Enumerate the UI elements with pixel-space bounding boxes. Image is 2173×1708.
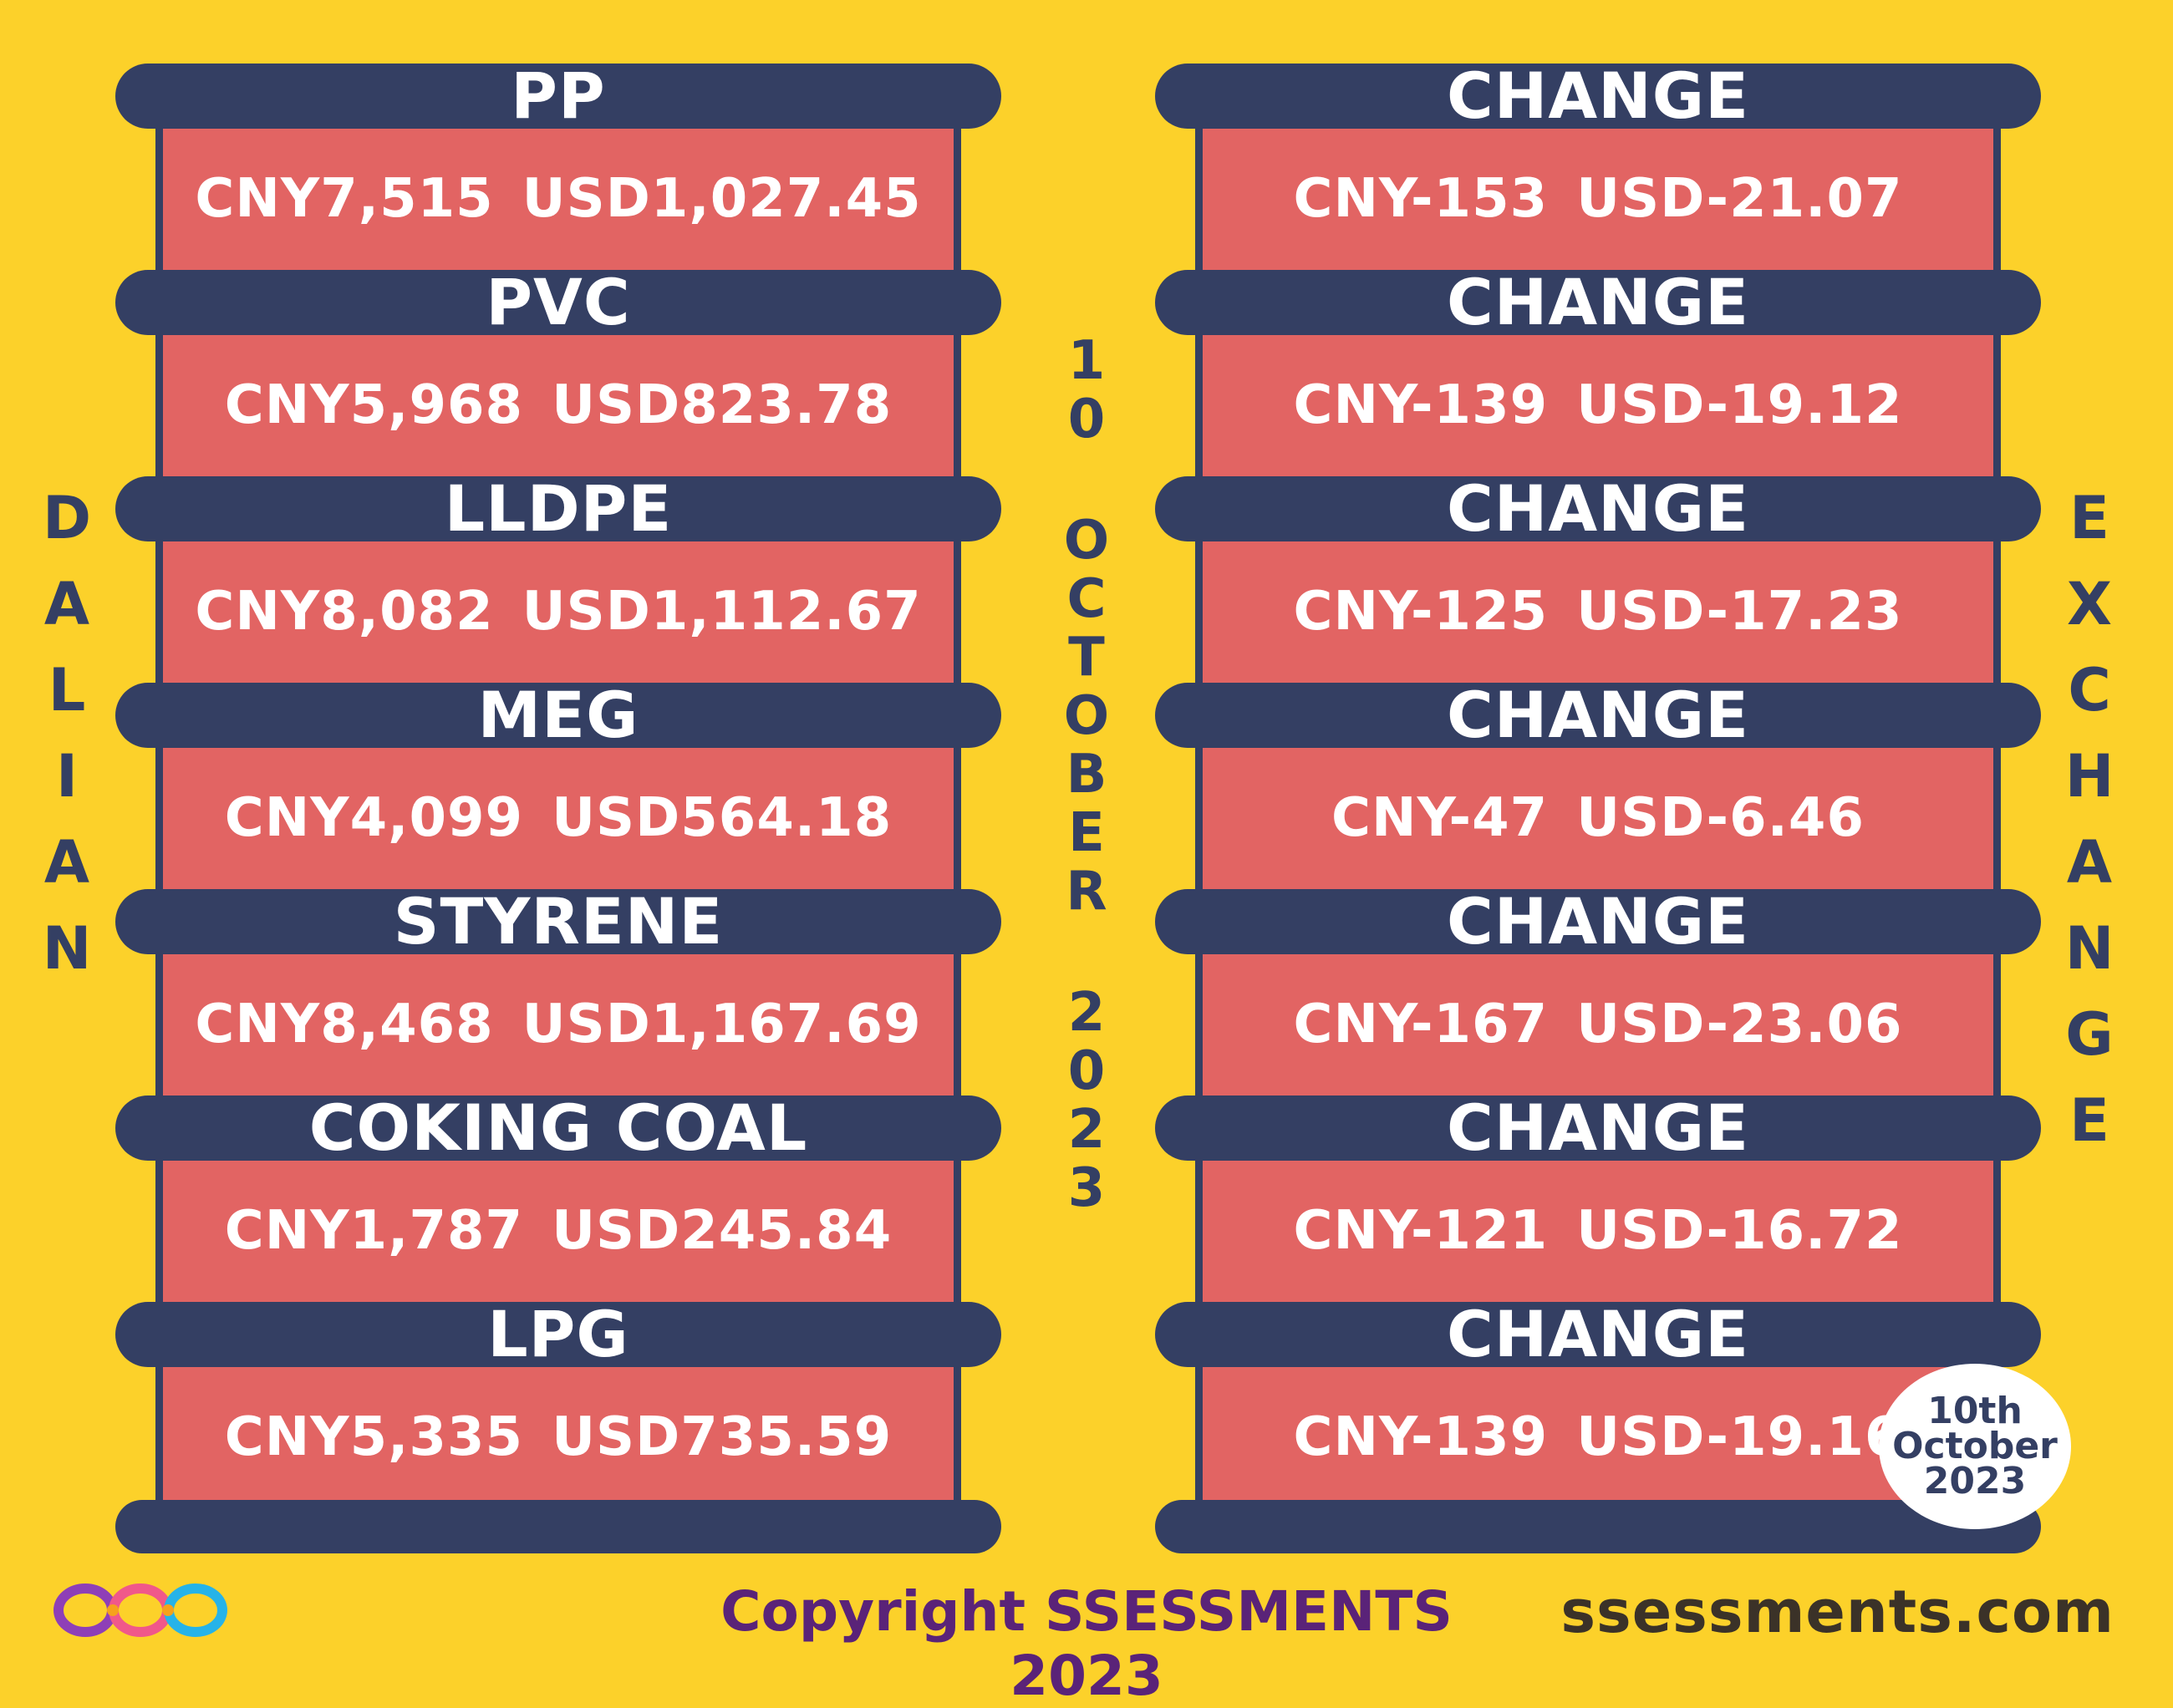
dalian-letter: L: [48, 656, 86, 724]
usd-value: USD-17.23: [1576, 580, 1903, 643]
price-panel: CNY7,515 USD1,027.45: [155, 115, 961, 282]
price-panel: CNY-47 USD-6.46: [1195, 735, 2001, 901]
price-change-stack: CNY-153 USD-21.07 CHANGE CNY-139 USD-19.12 CH…: [1155, 64, 2041, 1556]
usd-value: USD1,112.67: [522, 580, 922, 643]
date-letter: 3: [1067, 1157, 1106, 1219]
price-panel: CNY4,099 USD564.18: [155, 735, 961, 901]
exchange-letter: X: [2067, 570, 2112, 638]
cny-value: CNY8,082: [195, 580, 494, 643]
usd-value: USD-23.06: [1576, 993, 1903, 1055]
cny-value: CNY5,335: [224, 1406, 524, 1468]
cny-value: CNY8,468: [195, 993, 494, 1055]
price-panel: CNY5,335 USD735.59: [155, 1354, 961, 1520]
cny-value: CNY-139: [1293, 1406, 1549, 1468]
date-letter: R: [1066, 861, 1107, 923]
seal-month: October: [1892, 1425, 2058, 1467]
commodity-title-bar: PP: [115, 64, 1001, 129]
infinity-rings-logo: [53, 1583, 227, 1637]
commodity-title-bar: LPG: [115, 1302, 1001, 1367]
cny-value: CNY-47: [1331, 786, 1549, 849]
price-panel: CNY-121 USD-16.72: [1195, 1147, 2001, 1314]
cny-value: CNY-167: [1293, 993, 1549, 1055]
dalian-letter: D: [42, 484, 92, 552]
exchange-letter: C: [2068, 656, 2111, 724]
date-letter: O: [1063, 510, 1110, 572]
cny-value: CNY-139: [1293, 374, 1549, 436]
site-link[interactable]: ssessments.com: [1560, 1578, 2114, 1646]
date-letter: 0: [1067, 389, 1106, 450]
exchange-letter: G: [2065, 1000, 2114, 1069]
copyright-notice: Copyright SSESSMENTS 2023: [720, 1579, 1453, 1708]
price-panel: CNY1,787 USD245.84: [155, 1147, 961, 1314]
cny-value: CNY7,515: [195, 167, 494, 230]
date-letter: T: [1068, 627, 1105, 689]
change-title-bar: CHANGE: [1155, 1302, 2041, 1367]
price-panel: CNY8,082 USD1,112.67: [155, 528, 961, 694]
exchange-letter: E: [2069, 484, 2109, 552]
cny-value: CNY-125: [1293, 580, 1549, 643]
commodity-title-bar: STYRENE: [115, 889, 1001, 954]
commodity-title-bar: LLDPE: [115, 476, 1001, 541]
price-panel: CNY-139 USD-19.12: [1195, 322, 2001, 488]
cny-value: CNY4,099: [224, 786, 524, 849]
date-letter: 2: [1067, 982, 1106, 1044]
usd-value: USD564.18: [552, 786, 893, 849]
date-letter: B: [1066, 744, 1107, 806]
usd-value: USD245.84: [552, 1199, 893, 1262]
cny-value: CNY-153: [1293, 167, 1549, 230]
date-letter: 2: [1067, 1099, 1106, 1161]
change-title-bar: CHANGE: [1155, 1095, 2041, 1161]
date-letter: O: [1063, 685, 1110, 747]
change-title-bar: CHANGE: [1155, 683, 2041, 748]
usd-value: USD1,167.69: [522, 993, 922, 1055]
date-letter: E: [1068, 802, 1105, 864]
commodity-title-bar: MEG: [115, 683, 1001, 748]
stack-base-bar: [1155, 1500, 2041, 1553]
usd-value: USD735.59: [552, 1406, 893, 1468]
change-title-bar: CHANGE: [1155, 64, 2041, 129]
usd-value: USD-19.16: [1576, 1406, 1903, 1468]
change-title-bar: CHANGE: [1155, 476, 2041, 541]
commodity-price-stack: CNY7,515 USD1,027.45 PP CNY5,968 USD823.78 PV…: [115, 64, 1001, 1556]
price-panel: CNY8,468 USD1,167.69: [155, 941, 961, 1107]
change-title-bar: CHANGE: [1155, 270, 2041, 335]
seal-year: 2023: [1923, 1460, 2027, 1502]
cny-value: CNY1,787: [224, 1199, 524, 1262]
exchange-letter: N: [2064, 914, 2114, 983]
cny-value: CNY5,968: [224, 374, 524, 436]
price-panel: CNY-125 USD-17.23: [1195, 528, 2001, 694]
price-panel: CNY-153 USD-21.07: [1195, 115, 2001, 282]
exchange-letter: E: [2069, 1086, 2109, 1155]
price-panel: CNY-167 USD-23.06: [1195, 941, 2001, 1107]
usd-value: USD1,027.45: [522, 167, 922, 230]
date-letter: 1: [1067, 330, 1106, 392]
dalian-letter: A: [43, 828, 90, 897]
date-letter: 0: [1067, 1040, 1106, 1102]
dalian-letter: N: [42, 914, 92, 983]
stack-base-bar: [115, 1500, 1001, 1553]
date-letter: C: [1066, 568, 1107, 630]
commodity-title-bar: COKING COAL: [115, 1095, 1001, 1161]
usd-value: USD-16.72: [1576, 1199, 1903, 1262]
price-panel: CNY5,968 USD823.78: [155, 322, 961, 488]
usd-value: USD-6.46: [1576, 786, 1865, 849]
seal-day: 10th: [1927, 1390, 2023, 1432]
exchange-letter: H: [2064, 742, 2114, 811]
usd-value: USD823.78: [552, 374, 893, 436]
exchange-letter: A: [2066, 828, 2113, 897]
cny-value: CNY-121: [1293, 1199, 1549, 1262]
change-title-bar: CHANGE: [1155, 889, 2041, 954]
usd-value: USD-19.12: [1576, 374, 1903, 436]
commodity-title-bar: PVC: [115, 270, 1001, 335]
date-seal-badge: 10th October 2023: [1879, 1364, 2071, 1529]
dalian-letter: A: [43, 570, 90, 638]
usd-value: USD-21.07: [1576, 167, 1903, 230]
price-panel: CNY-139 USD-19.16: [1195, 1354, 2001, 1520]
dalian-letter: I: [55, 742, 79, 811]
